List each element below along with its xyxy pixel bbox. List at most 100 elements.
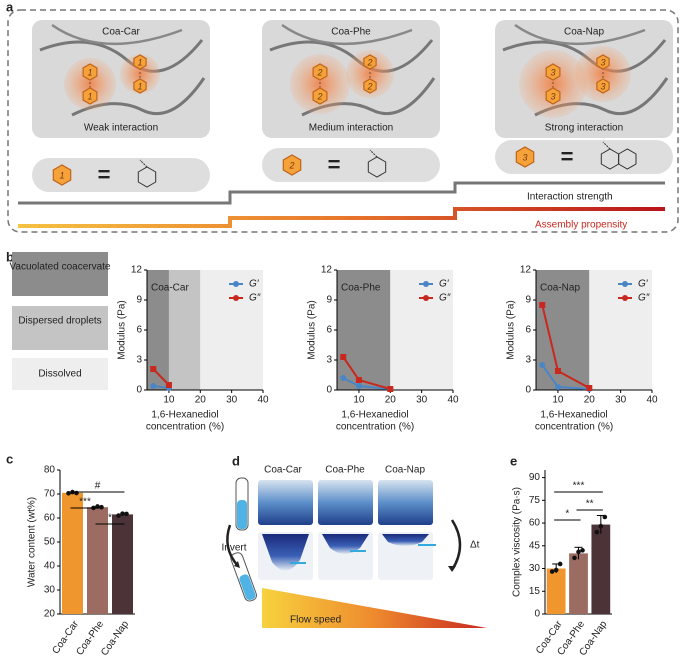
bar [62,492,83,614]
unit-number: 1 [87,67,92,77]
legend-marker [233,295,239,301]
y-tick-label: 75 [529,495,541,506]
marker [340,354,347,360]
x-tick-label: 30 [226,395,238,406]
formula-capsule [495,140,673,174]
y-tick-label: 0 [136,385,142,396]
marker [150,366,157,372]
chain [281,23,413,45]
x-tick-label: 10 [552,395,564,406]
x-axis-label: 1,6-Hexanediol [341,410,408,421]
panel-label: d [232,453,240,468]
y-tick-label: 0 [534,609,540,620]
unit-number: 1 [137,81,142,91]
data-point [557,561,563,567]
bar [87,507,108,614]
y-tick-label: 40 [44,561,56,572]
unit-number: 1 [87,91,92,101]
y-tick-label: 50 [44,537,56,548]
unit-hexagon [133,78,147,94]
unit-number: 3 [600,81,605,91]
unit-hexagon [515,146,535,168]
y-axis-label: Complex viscosity (Pa·s) [512,487,523,597]
unit-hexagon [82,87,98,105]
data-point [549,569,555,574]
x-tick-label: 20 [584,395,596,406]
marker [539,362,546,368]
y-tick-label: 6 [136,325,142,336]
state-label: Dissolved [38,369,81,380]
marker [355,383,362,389]
group-name: Coa-Nap [564,27,604,38]
unit-number: 2 [316,67,322,77]
delta-t-label: Δt [470,540,480,551]
panel-label: b [6,249,14,264]
sample-label: Coa-Phe [325,465,365,476]
bond [602,141,611,150]
y-tick-label: 0 [326,385,332,396]
panel-label: c [6,451,13,466]
y-tick-label: 12 [321,265,333,276]
unit-number: 3 [522,152,527,162]
significance-label: *** [79,497,91,508]
strength-label: Interaction strength [527,192,613,203]
chart-title: Coa-Car [151,283,189,294]
bar [569,553,588,614]
unit-number: 1 [59,170,64,180]
legend-label: G″ [439,293,451,304]
data-point [66,490,71,496]
y-tick-label: 9 [136,295,142,306]
x-axis-label: 1,6-Hexanediol [540,410,607,421]
y-tick-label: 3 [525,355,531,366]
x-tick-label: 40 [447,395,459,406]
sample-label: Coa-Car [264,465,302,476]
legend-label: G′ [249,279,260,290]
y-tick-label: 6 [326,325,332,336]
x-tick-label: 10 [353,395,365,406]
significance-label: # [95,481,101,492]
data-point [576,549,581,555]
unit-hexagon [312,63,328,81]
bar [591,524,611,614]
unit-hexagon [363,78,377,94]
data-point [598,523,604,529]
data-point [120,511,125,516]
y-tick-label: 9 [525,295,531,306]
unit-hexagon [363,54,377,70]
y-tick-label: 45 [529,540,541,551]
unit-hexagon [312,87,328,105]
marker [165,382,172,388]
legend-marker [233,281,239,287]
y-tick-label: 80 [44,465,56,476]
unit-number: 1 [137,57,142,67]
x-tick-label: 30 [615,395,627,406]
legend-marker [622,295,628,301]
data-point [572,555,577,561]
state-box [12,306,108,350]
propensity-label: Assembly propensity [535,220,627,231]
unit-hexagon [282,154,302,176]
chart-title: Coa-Nap [540,283,580,294]
invert-label: Invert [221,543,246,554]
equals: = [561,144,574,169]
y-tick-label: 3 [136,355,142,366]
y-tick-label: 6 [525,325,531,336]
y-tick-label: 20 [44,609,56,620]
unit-hexagon [545,87,561,105]
state-region [200,270,263,390]
photos [226,477,462,602]
unit-hexagon [596,78,610,94]
state-box [12,252,108,296]
legend-label: G″ [638,293,650,304]
bar [546,568,566,614]
marker [340,375,347,381]
significance-label: ** [586,499,594,510]
data-point [116,513,121,518]
legend-marker [423,281,429,287]
y-axis-label: Modulus (Pa) [506,300,517,359]
unit-hexagon [133,54,147,70]
state-label: Dispersed droplets [18,316,101,327]
bond [369,149,378,158]
state-region [390,270,453,390]
